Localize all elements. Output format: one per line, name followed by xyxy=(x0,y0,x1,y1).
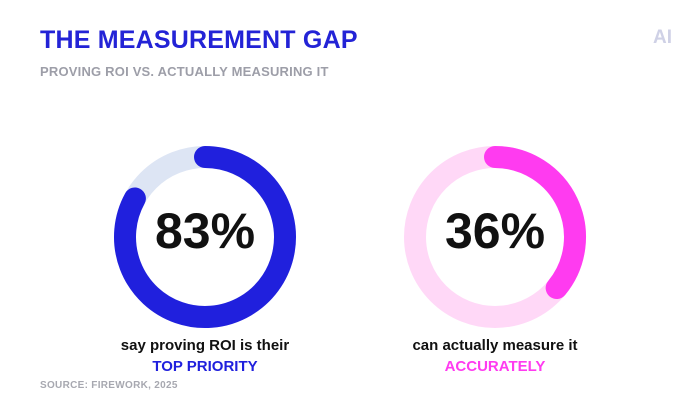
donut-chart-2: 36% xyxy=(404,146,586,328)
page-title: THE MEASUREMENT GAP xyxy=(40,26,358,54)
donut-value-label: 83% xyxy=(155,203,255,259)
donut-value-label: 36% xyxy=(445,203,545,259)
donut-value-arc xyxy=(484,146,586,299)
donut-1-caption-line1: say proving ROI is their xyxy=(120,337,290,354)
donut-value-arc xyxy=(114,146,296,328)
donut-chart-1: 83% xyxy=(114,146,296,328)
donut-2-caption-line1: can actually measure it xyxy=(412,337,578,354)
donut-2-caption-highlight: ACCURATELY xyxy=(444,358,546,375)
donut-charts: 83% 36% xyxy=(114,146,586,328)
donut-1-caption-highlight: TOP PRIORITY xyxy=(152,358,258,375)
corner-logo-mark: AI xyxy=(653,27,672,48)
source-note: SOURCE: FIREWORK, 2025 xyxy=(40,380,178,391)
page-subtitle: PROVING ROI VS. ACTUALLY MEASURING IT xyxy=(40,64,329,79)
